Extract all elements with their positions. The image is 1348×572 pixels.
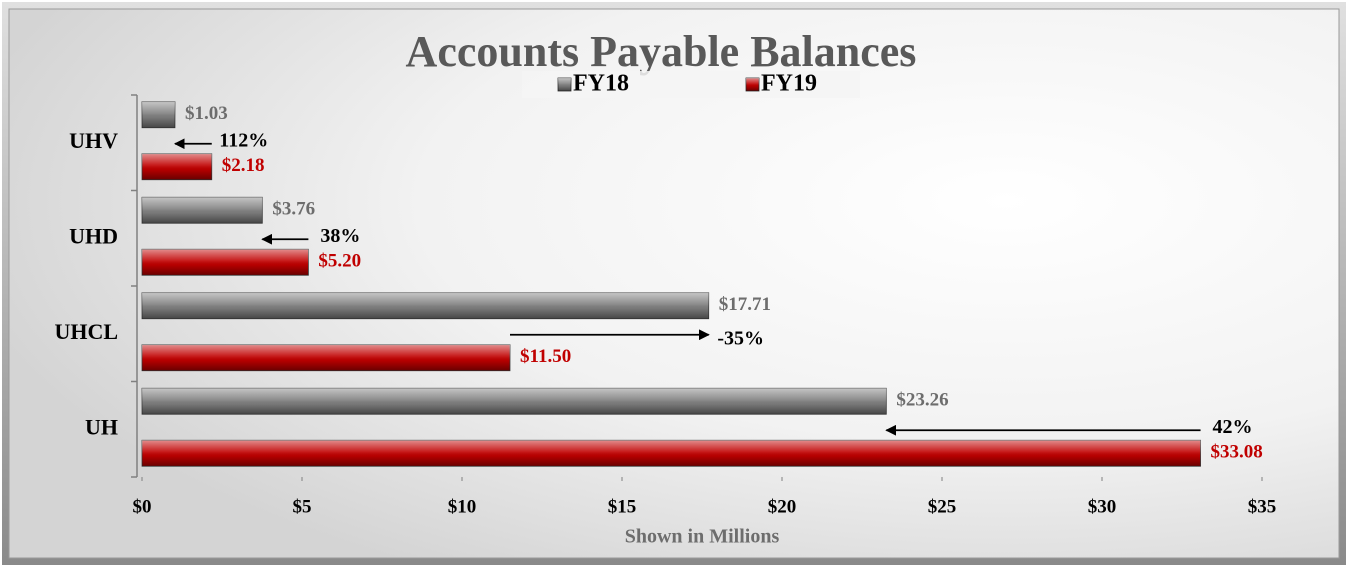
bar-shine	[142, 249, 309, 276]
bar-shine	[142, 388, 887, 415]
bar-shine	[142, 153, 212, 180]
legend-swatch-shine	[558, 78, 571, 91]
x-tick-label: $0	[133, 496, 152, 517]
value-label: $11.50	[520, 346, 571, 367]
x-tick-label: $30	[1088, 496, 1117, 517]
x-tick-label: $35	[1248, 496, 1277, 517]
legend-label: FY18	[573, 71, 629, 97]
bar-shine	[142, 344, 510, 371]
bar-shine	[142, 440, 1201, 467]
x-tick-label: $10	[448, 496, 477, 517]
legend-swatch-shine	[746, 78, 759, 91]
y-tick-label: UHV	[69, 128, 118, 153]
bar-shine	[142, 292, 709, 319]
x-axis-label: Shown in Millions	[625, 526, 780, 548]
value-label: $33.08	[1211, 442, 1263, 463]
value-label: $5.20	[318, 251, 361, 272]
value-label: $1.03	[185, 103, 228, 124]
x-tick-label: $25	[928, 496, 957, 517]
chart-title: Accounts Payable Balances	[406, 27, 917, 76]
x-tick-label: $15	[608, 496, 637, 517]
change-label: 42%	[1213, 416, 1253, 438]
change-label: 112%	[219, 129, 268, 151]
y-tick-label: UHCL	[54, 319, 118, 344]
change-label: -35%	[717, 327, 764, 349]
change-label: 38%	[320, 225, 360, 247]
legend-box	[522, 71, 860, 98]
legend-label: FY19	[761, 71, 817, 97]
bar-shine	[142, 197, 263, 224]
value-label: $3.76	[272, 199, 315, 220]
y-tick-label: UH	[85, 414, 118, 439]
y-tick-label: UHD	[69, 223, 118, 248]
x-tick-label: $5	[293, 496, 312, 517]
x-tick-label: $20	[768, 496, 797, 517]
value-label: $17.71	[719, 294, 771, 315]
value-label: $23.26	[896, 390, 948, 411]
bar-shine	[142, 101, 175, 128]
value-label: $2.18	[222, 155, 265, 176]
